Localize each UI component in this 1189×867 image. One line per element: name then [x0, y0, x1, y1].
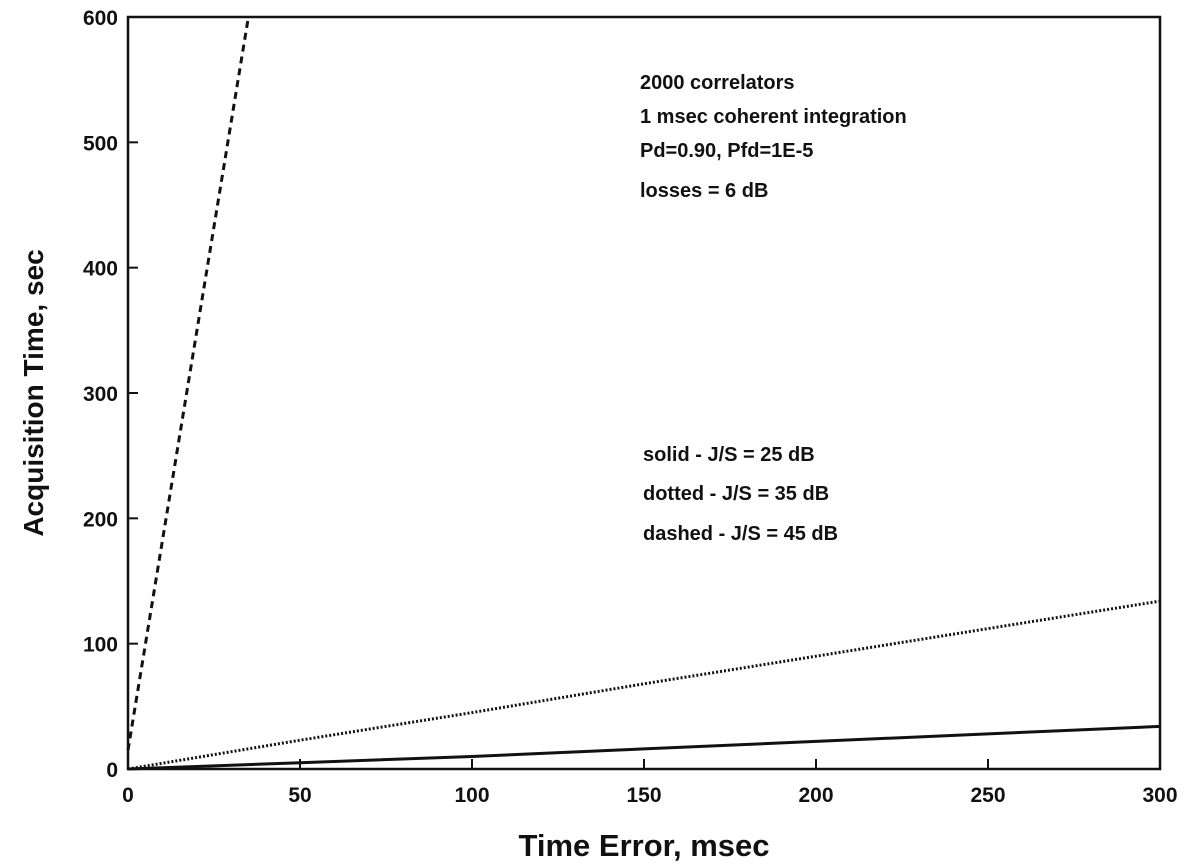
x-tick-label: 300: [1142, 784, 1177, 807]
conditions-annotation: 2000 correlators 1 msec coherent integra…: [640, 72, 907, 202]
line-key-solid: solid - J/S = 25 dB: [643, 444, 815, 466]
series-line-solid: [127, 724, 1161, 771]
annotation-losses: losses = 6 dB: [640, 180, 768, 202]
x-tick-label: 200: [798, 784, 833, 807]
y-tick-label: 200: [83, 508, 118, 531]
x-tick-label: 100: [454, 784, 489, 807]
y-tick-label: 500: [83, 132, 118, 155]
annotation-probabilities: Pd=0.90, Pfd=1E-5: [640, 140, 813, 162]
plot-frame: [126, 15, 1162, 771]
y-tick-label: 400: [83, 258, 118, 281]
y-tick-label: 300: [83, 383, 118, 406]
series-layer: [126, 16, 1161, 771]
series-line-dotted: [127, 599, 1161, 771]
line-key-annotation: solid - J/S = 25 dB dotted - J/S = 35 dB…: [643, 444, 838, 545]
x-tick-label: 150: [626, 784, 661, 807]
x-tick-label: 50: [288, 784, 311, 807]
series-line-dashed: [126, 16, 250, 751]
y-tick-label: 600: [83, 7, 118, 30]
y-tick-label: 100: [83, 634, 118, 657]
line-key-dashed: dashed - J/S = 45 dB: [643, 523, 838, 545]
y-axis-ticks: 0 100 200 300 400 500 600: [83, 7, 138, 782]
x-axis-ticks: 0 50 100 150 200 250 300: [122, 759, 1178, 807]
x-axis-title: Time Error, msec: [518, 828, 769, 863]
y-tick-label: 0: [106, 759, 118, 782]
line-key-dotted: dotted - J/S = 35 dB: [643, 483, 829, 505]
annotation-correlators: 2000 correlators: [640, 72, 795, 94]
annotation-integration: 1 msec coherent integration: [640, 106, 907, 128]
y-axis-title: Acquisition Time, sec: [18, 249, 49, 536]
x-tick-label: 0: [122, 784, 134, 807]
x-tick-label: 250: [970, 784, 1005, 807]
